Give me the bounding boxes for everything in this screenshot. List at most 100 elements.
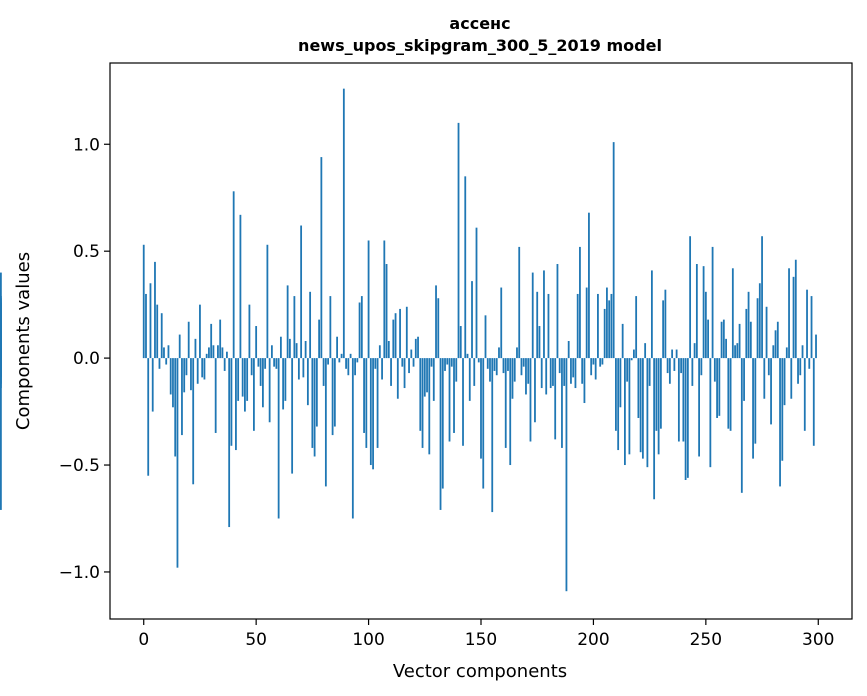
- bar-component-8: [160, 313, 163, 359]
- y-tick-label: −1.0: [59, 563, 100, 583]
- bar-component-1: [145, 293, 147, 359]
- bar-component-111: [392, 319, 395, 359]
- bar-component-293: [801, 345, 804, 359]
- bar-component-241: [684, 358, 687, 480]
- bar-component-120: [412, 358, 415, 367]
- bar-component-125: [423, 358, 426, 397]
- bar-component-57: [270, 345, 273, 359]
- bar-component-41: [235, 358, 237, 451]
- bar-component-52: [259, 358, 262, 386]
- bar-component-181: [549, 358, 552, 389]
- bar-component-260: [727, 358, 730, 429]
- bar-component-154: [489, 358, 491, 382]
- bar-component-176: [538, 326, 541, 359]
- bar-component-200: [592, 358, 595, 365]
- bar-component-274: [758, 283, 761, 359]
- bar-component-83: [329, 296, 332, 359]
- bar-component-288: [790, 358, 793, 399]
- bar-component-86: [336, 336, 338, 359]
- bar-component-101: [369, 358, 372, 466]
- bar-component-25: [199, 304, 201, 359]
- bar-component-46: [246, 358, 249, 401]
- bar-component-undefined: [0, 358, 2, 510]
- bar-component-229: [657, 358, 660, 455]
- bar-component-240: [682, 358, 685, 442]
- bar-component-182: [552, 358, 554, 386]
- bar-component-244: [691, 358, 694, 386]
- bar-component-104: [376, 358, 379, 448]
- bar-component-31: [212, 345, 215, 359]
- bar-component-113: [396, 358, 399, 399]
- bar-component-269: [747, 291, 750, 359]
- bar-component-94: [354, 358, 356, 376]
- bar-component-265: [738, 323, 741, 359]
- bar-component-17: [181, 358, 183, 436]
- x-tick-label: 300: [802, 630, 834, 650]
- x-tick-label: 50: [245, 630, 267, 650]
- bar-component-139: [455, 358, 458, 382]
- bar-component-235: [671, 349, 674, 359]
- bar-component-148: [475, 227, 478, 359]
- bar-component-87: [338, 358, 341, 363]
- chart-title: ассенс: [449, 14, 510, 33]
- bar-component-271: [752, 358, 754, 459]
- bar-component-268: [745, 308, 748, 359]
- bar-component-82: [327, 358, 329, 365]
- bar-component-147: [473, 358, 476, 386]
- bar-component-232: [664, 289, 667, 359]
- bar-component-73: [306, 358, 309, 406]
- bar-component-77: [315, 358, 318, 427]
- bar-component-12: [169, 358, 172, 395]
- bar-component-239: [680, 358, 683, 374]
- bar-component-218: [633, 349, 635, 359]
- bar-component-108: [385, 264, 388, 359]
- bar-component-68: [295, 343, 298, 359]
- chart-subtitle: news_upos_skipgram_300_5_2019 model: [298, 36, 662, 55]
- bar-component-132: [439, 358, 442, 510]
- bar-component-117: [405, 306, 408, 359]
- bar-component-98: [363, 358, 365, 433]
- bar-component-40: [232, 191, 235, 359]
- bar-component-184: [556, 264, 559, 359]
- bar-component-190: [570, 358, 572, 384]
- bar-component-39: [230, 358, 233, 446]
- bar-component-219: [635, 296, 638, 359]
- bar-component-2: [147, 358, 150, 476]
- bar-component-151: [482, 358, 485, 489]
- bar-component-195: [581, 358, 584, 384]
- bar-component-129: [432, 358, 435, 401]
- bar-component-171: [527, 358, 530, 384]
- x-axis-label: Vector components: [393, 661, 567, 682]
- bar-component-290: [794, 259, 797, 359]
- bar-component-161: [504, 358, 507, 448]
- bar-component-135: [446, 358, 449, 365]
- bar-component-213: [621, 323, 624, 359]
- bar-component-280: [772, 345, 775, 359]
- bar-component-115: [401, 358, 404, 367]
- bars-group: [0, 88, 817, 592]
- y-tick-label: 0.0: [73, 349, 100, 369]
- bar-component-253: [711, 246, 714, 359]
- bar-component-180: [547, 293, 550, 359]
- bar-component-38: [228, 358, 231, 528]
- bar-component-209: [612, 142, 615, 359]
- y-tick-label: −0.5: [59, 456, 100, 476]
- bar-component-215: [626, 358, 629, 382]
- bar-component-205: [603, 308, 606, 359]
- bar-component-106: [381, 358, 383, 380]
- bar-component-63: [284, 358, 287, 401]
- bar-component-67: [293, 296, 296, 359]
- bar-component-100: [367, 240, 370, 359]
- bar-component-62: [282, 358, 285, 410]
- bar-component-242: [686, 358, 689, 478]
- bar-component-285: [783, 358, 786, 406]
- bar-component-95: [356, 358, 359, 363]
- bar-component-66: [291, 358, 294, 474]
- bar-component-207: [608, 300, 611, 359]
- bar-component-76: [313, 358, 316, 457]
- bar-component-281: [774, 330, 777, 359]
- bar-component-222: [641, 358, 644, 459]
- bar-component-150: [480, 358, 482, 459]
- bar-component-123: [419, 358, 422, 431]
- bar-component-246: [695, 264, 698, 359]
